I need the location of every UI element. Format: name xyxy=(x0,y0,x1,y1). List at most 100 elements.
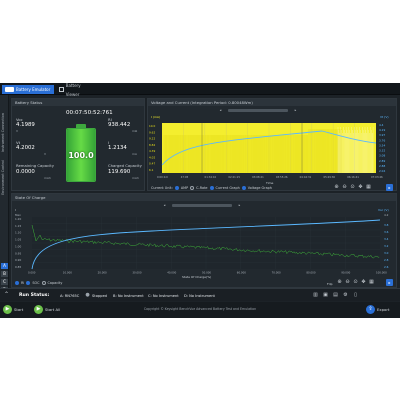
x-tick-label: 0:00:0.0 xyxy=(157,175,168,179)
x-tick-label: 70.000 xyxy=(272,271,281,275)
tab-label: Battery Viewer xyxy=(65,83,81,97)
zoom-fit-icon[interactable]: ⊙ xyxy=(350,184,355,190)
zoom-in-icon[interactable]: ⊕ xyxy=(337,279,342,285)
voltage-current-panel: Voltage and Current (Integration Period:… xyxy=(147,98,397,191)
x-tick-label: 60.000 xyxy=(237,271,246,275)
export-label[interactable]: Export xyxy=(377,307,390,312)
delete-icon[interactable]: ▯ xyxy=(354,292,357,298)
check-ri-icon[interactable] xyxy=(15,281,19,285)
left-rail: Instrument Connection Environment Contro… xyxy=(0,95,9,301)
vt-unit: V xyxy=(44,152,47,156)
right-tick-label: 3.08 xyxy=(379,154,385,158)
soc-x-axis-label: State Of Charge(%) xyxy=(182,275,212,279)
battery-body: 100.0 xyxy=(66,128,96,182)
run-status-bar: ⌃ Run Status: A: RN765C ● Stopped B: No … xyxy=(0,288,400,301)
soc-scrubber[interactable] xyxy=(172,204,232,207)
collapse-right-icon[interactable]: ▸ xyxy=(238,203,241,207)
slot-c-button[interactable]: C xyxy=(1,279,8,285)
right-tick-label: 2.04 xyxy=(379,169,385,173)
left-tick-label: 1.20 xyxy=(15,217,21,221)
start-all-button[interactable]: ▶ xyxy=(34,305,43,314)
zoom-out-icon[interactable]: ⊖ xyxy=(342,184,347,190)
rail-instrument-connection[interactable]: Instrument Connection xyxy=(1,113,5,152)
voltage-current-chart[interactable]: 10.09.629.228.824.394.020.476.14.44.193.… xyxy=(148,121,398,183)
option-voltage-graph[interactable]: Voltage Graph xyxy=(247,186,272,190)
tab-battery-emulator[interactable]: Battery Emulator xyxy=(2,85,54,94)
zoom-fit-icon[interactable]: ⊙ xyxy=(353,279,358,285)
x-tick-label: 50.000 xyxy=(202,271,211,275)
collapse-left-icon[interactable]: ◂ xyxy=(163,203,166,207)
zoom-out-icon[interactable]: ⊖ xyxy=(345,279,350,285)
rail-environment-control[interactable]: Environment Control xyxy=(1,160,5,195)
chart-settings-icon[interactable]: ▦ xyxy=(369,279,374,285)
vc-legend: Current Unit: AMP C-Rate Current Graph V… xyxy=(151,186,272,190)
legend-ri[interactable]: Ri xyxy=(21,281,25,285)
right-tick-label: 3.32 xyxy=(379,149,385,153)
option-c-rate[interactable]: C-Rate xyxy=(196,186,208,190)
x-tick-label: 90.000 xyxy=(341,271,350,275)
i-value: 1.2134 xyxy=(108,145,127,151)
pan-icon[interactable]: ✥ xyxy=(361,279,366,285)
collapse-arrow-icon[interactable]: ⌃ xyxy=(4,291,10,298)
check-soc-icon[interactable] xyxy=(26,281,31,285)
x-tick-label: 20.000 xyxy=(98,271,107,275)
state-of-charge-chart[interactable]: 1.20 1.15 1.10 1.05 1.00 0.95 0.90 0.85 3.8 3.6 3.… xyxy=(12,215,398,275)
soc-left-axis-label: I xyxy=(15,208,16,212)
mode-label: Fdp xyxy=(327,282,333,286)
battery-status-panel: Battery Status 00:07:50:52:761 Voc 4.198… xyxy=(11,98,145,191)
x-tick-label: 80.000 xyxy=(306,271,315,275)
slot-a-button[interactable]: A xyxy=(1,263,8,269)
ri-label: RI xyxy=(108,117,112,122)
check-current-graph-icon[interactable] xyxy=(209,186,214,190)
start-label[interactable]: Start xyxy=(14,307,24,312)
zoom-in-icon[interactable]: ⊕ xyxy=(334,184,339,190)
slot-b-button[interactable]: B xyxy=(1,271,8,277)
x-tick-label: 03:08:21 xyxy=(252,175,264,179)
start-button[interactable]: ▶ xyxy=(3,305,12,314)
check-voltage-graph-icon[interactable] xyxy=(241,186,246,190)
check-capacity-icon[interactable] xyxy=(41,281,46,285)
radio-amp-icon[interactable] xyxy=(174,186,179,190)
right-tick-label: 3.97 xyxy=(379,133,385,137)
x-tick-label: 40.000 xyxy=(167,271,176,275)
tab-label: Battery Emulator xyxy=(16,87,51,92)
voc-unit: V xyxy=(16,129,19,133)
export-icon[interactable]: ⇪ xyxy=(366,305,375,314)
legend-soc[interactable]: SOC xyxy=(32,281,40,285)
collapse-left-icon[interactable]: ◂ xyxy=(219,108,222,112)
right-tick-label: 3.8 xyxy=(384,223,389,227)
settings-icon[interactable]: ⚙ xyxy=(343,292,348,298)
i-label: I xyxy=(108,140,110,145)
vc-right-axis-label: Vt (V) xyxy=(380,115,389,119)
copyright-text: Copyright © Keysight BenchVue Advanced B… xyxy=(143,307,257,311)
left-tick-label: 1.05 xyxy=(15,238,21,242)
left-tick-label: 0.90 xyxy=(15,258,21,262)
legend-capacity[interactable]: Capacity xyxy=(47,281,63,285)
expand-chart-button[interactable]: ▸ xyxy=(386,184,393,191)
timeline-scrubber[interactable] xyxy=(228,109,288,112)
ri-value: 938.442 xyxy=(108,122,131,128)
right-tick-label: 3.6 xyxy=(384,230,389,234)
vt-value: 4.2002 xyxy=(16,145,35,151)
option-amp[interactable]: AMP xyxy=(180,186,189,190)
collapse-right-icon[interactable]: ▸ xyxy=(294,108,297,112)
report-icon[interactable]: ▤ xyxy=(333,292,338,298)
stopped-icon: ● xyxy=(85,292,90,298)
battery-fill xyxy=(67,129,95,181)
chart-settings-icon[interactable]: ▦ xyxy=(366,184,371,190)
radio-c-rate-icon[interactable] xyxy=(190,186,195,190)
instrument-icon[interactable]: ▥ xyxy=(313,292,318,298)
left-tick-label: 0.85 xyxy=(15,265,21,269)
save-icon[interactable]: ▣ xyxy=(323,292,328,298)
x-tick-label: 03:55:26 xyxy=(276,175,288,179)
pan-icon[interactable]: ✥ xyxy=(358,184,363,190)
option-current-graph[interactable]: Current Graph xyxy=(215,186,240,190)
voc-label: Voc xyxy=(16,117,23,122)
ri-series xyxy=(31,224,380,259)
expand-chart-button[interactable]: ▸ xyxy=(386,279,393,286)
x-tick-label: 0.000 xyxy=(28,271,36,275)
tab-battery-viewer[interactable]: Battery Viewer xyxy=(56,83,96,97)
left-tick-label: 9.62 xyxy=(149,130,155,134)
start-all-label[interactable]: Start All xyxy=(45,307,61,312)
right-tick-label: 4.19 xyxy=(379,128,385,132)
